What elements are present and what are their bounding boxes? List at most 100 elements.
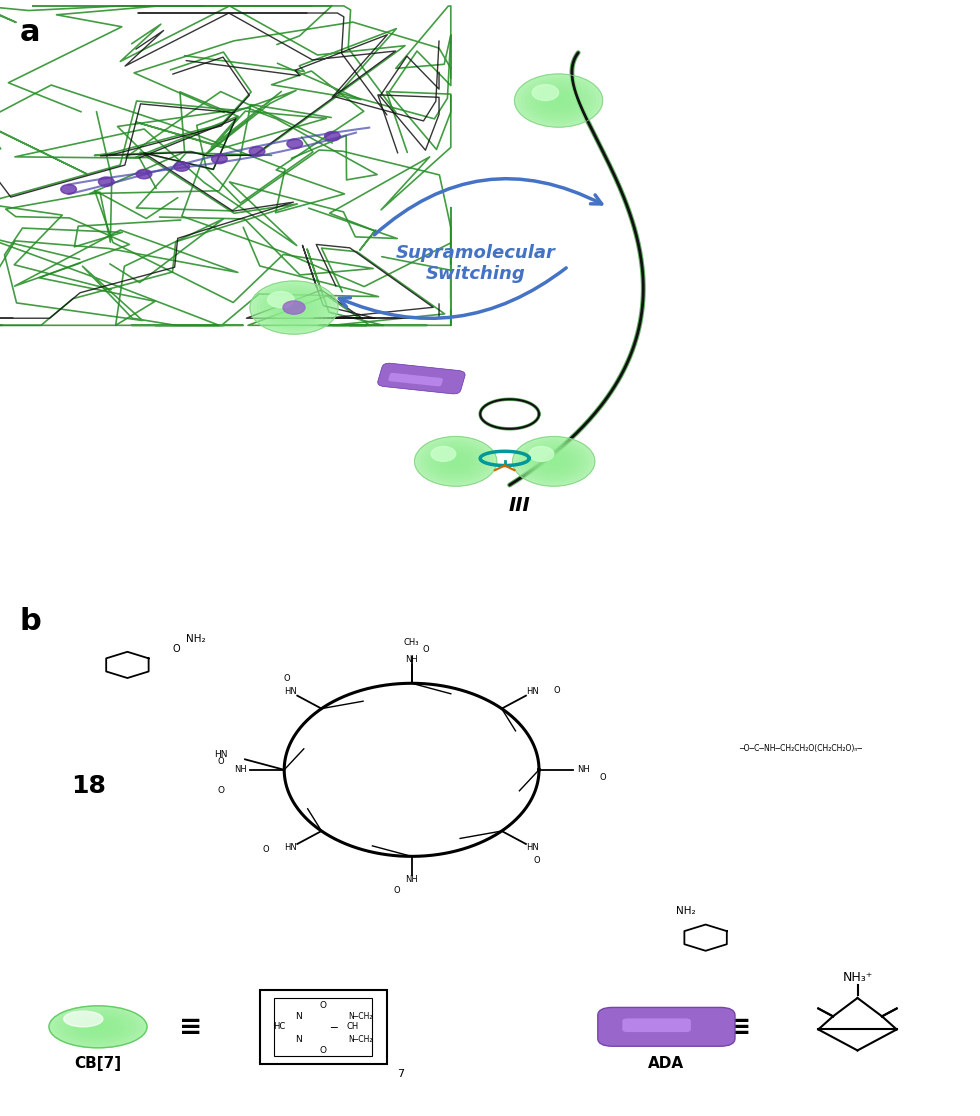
- Text: HN: HN: [526, 687, 539, 696]
- Circle shape: [415, 436, 497, 487]
- Circle shape: [546, 456, 562, 465]
- Circle shape: [268, 291, 294, 308]
- Circle shape: [536, 451, 571, 472]
- Circle shape: [136, 170, 152, 179]
- Ellipse shape: [52, 1007, 145, 1047]
- Circle shape: [421, 441, 490, 482]
- Circle shape: [445, 455, 466, 468]
- Text: HN: HN: [526, 844, 539, 853]
- Circle shape: [452, 459, 460, 464]
- Ellipse shape: [67, 1013, 129, 1040]
- Circle shape: [435, 449, 476, 474]
- Circle shape: [532, 85, 585, 116]
- Circle shape: [254, 283, 334, 331]
- Circle shape: [525, 80, 592, 121]
- Text: NH₂: NH₂: [676, 906, 696, 916]
- Text: O: O: [263, 845, 270, 854]
- Text: CH₃: CH₃: [404, 637, 419, 646]
- Circle shape: [540, 89, 577, 112]
- Circle shape: [212, 154, 227, 164]
- Circle shape: [438, 451, 473, 472]
- Text: O: O: [394, 886, 400, 895]
- Circle shape: [543, 92, 574, 109]
- Text: O: O: [172, 644, 180, 654]
- Bar: [260, 990, 387, 1064]
- Circle shape: [539, 453, 568, 470]
- Text: NH: NH: [405, 875, 418, 885]
- Ellipse shape: [49, 1006, 147, 1048]
- Ellipse shape: [75, 1017, 121, 1037]
- Ellipse shape: [64, 1012, 132, 1041]
- Text: O: O: [217, 787, 224, 796]
- Ellipse shape: [93, 1024, 103, 1029]
- FancyBboxPatch shape: [622, 1019, 691, 1032]
- Ellipse shape: [78, 1019, 118, 1036]
- Circle shape: [261, 288, 327, 328]
- Circle shape: [555, 98, 563, 103]
- Text: 18: 18: [71, 773, 106, 798]
- Text: NH₂: NH₂: [186, 634, 206, 644]
- Circle shape: [532, 85, 559, 100]
- Text: O: O: [600, 773, 606, 782]
- Circle shape: [529, 446, 554, 461]
- Circle shape: [513, 436, 595, 487]
- FancyBboxPatch shape: [377, 363, 466, 394]
- Circle shape: [283, 301, 305, 315]
- Circle shape: [282, 300, 306, 315]
- Text: O: O: [283, 674, 290, 683]
- Text: ≡: ≡: [179, 1013, 203, 1041]
- Text: 7: 7: [397, 1069, 404, 1079]
- Circle shape: [268, 292, 320, 324]
- FancyBboxPatch shape: [388, 373, 443, 386]
- Circle shape: [257, 286, 331, 330]
- Text: ADA: ADA: [649, 1056, 684, 1071]
- Circle shape: [287, 140, 303, 148]
- Text: CH: CH: [347, 1022, 359, 1031]
- Circle shape: [533, 449, 574, 474]
- Ellipse shape: [84, 1021, 112, 1032]
- Circle shape: [265, 290, 323, 326]
- Ellipse shape: [70, 1014, 126, 1039]
- Text: N─CH₂: N─CH₂: [348, 1012, 372, 1021]
- Circle shape: [249, 146, 265, 156]
- Ellipse shape: [55, 1008, 141, 1046]
- Circle shape: [98, 177, 114, 186]
- Circle shape: [424, 443, 487, 480]
- Text: HC: HC: [273, 1022, 285, 1031]
- Circle shape: [431, 446, 480, 477]
- Circle shape: [514, 74, 603, 127]
- Circle shape: [543, 455, 564, 468]
- Circle shape: [513, 436, 595, 487]
- Ellipse shape: [81, 1020, 115, 1035]
- Ellipse shape: [64, 1011, 103, 1027]
- FancyBboxPatch shape: [598, 1008, 735, 1046]
- Circle shape: [551, 96, 566, 105]
- Ellipse shape: [90, 1023, 106, 1030]
- Circle shape: [519, 441, 588, 482]
- Text: NH: NH: [233, 766, 247, 775]
- Text: b: b: [20, 607, 41, 636]
- Text: NH: NH: [576, 766, 590, 775]
- Text: O: O: [319, 1046, 327, 1055]
- Text: N─CH₂: N─CH₂: [348, 1036, 372, 1045]
- Circle shape: [536, 87, 581, 114]
- Circle shape: [271, 294, 317, 321]
- Ellipse shape: [61, 1011, 135, 1043]
- Bar: [274, 998, 372, 1056]
- Text: NH: NH: [405, 655, 418, 664]
- Text: O: O: [533, 856, 540, 865]
- Text: a: a: [20, 18, 40, 47]
- Circle shape: [428, 444, 483, 478]
- Text: O: O: [423, 645, 429, 654]
- Ellipse shape: [73, 1016, 123, 1038]
- Circle shape: [526, 444, 581, 478]
- Text: O: O: [554, 685, 561, 694]
- Text: ─O─C─NH─CH₂CH₂O(CH₂CH₂O)ₙ─: ─O─C─NH─CH₂CH₂O(CH₂CH₂O)ₙ─: [739, 744, 862, 753]
- Circle shape: [529, 83, 588, 118]
- FancyArrowPatch shape: [374, 179, 602, 234]
- Text: III: III: [509, 497, 530, 516]
- Text: ≡: ≡: [728, 1013, 752, 1041]
- Circle shape: [289, 305, 298, 310]
- Circle shape: [518, 76, 599, 125]
- Circle shape: [441, 453, 470, 470]
